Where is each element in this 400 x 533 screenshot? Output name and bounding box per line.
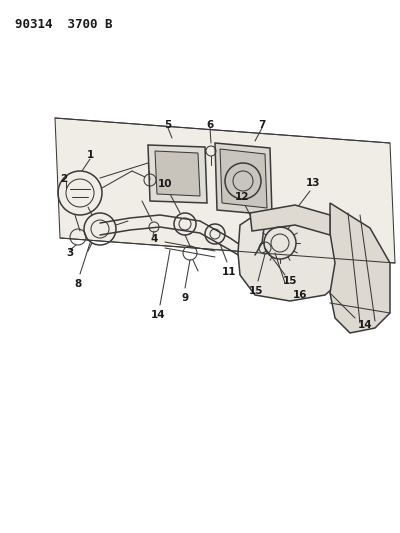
Text: 8: 8 [74, 279, 82, 289]
Text: 4: 4 [150, 234, 158, 244]
Text: 7: 7 [258, 120, 266, 130]
Polygon shape [330, 203, 390, 333]
Text: 6: 6 [206, 120, 214, 130]
Text: 14: 14 [358, 320, 372, 330]
Polygon shape [55, 118, 395, 263]
Text: 10: 10 [158, 179, 172, 189]
Polygon shape [148, 145, 207, 203]
Text: 1: 1 [86, 150, 94, 160]
Text: 5: 5 [164, 120, 172, 130]
Text: 11: 11 [222, 267, 236, 277]
Text: 14: 14 [151, 310, 165, 320]
Text: 90314  3700 B: 90314 3700 B [15, 18, 112, 31]
Text: 9: 9 [182, 293, 188, 303]
Text: 12: 12 [235, 192, 249, 202]
Text: 16: 16 [293, 290, 307, 300]
Polygon shape [250, 205, 330, 235]
Text: 3: 3 [66, 248, 74, 258]
Text: 13: 13 [306, 178, 320, 188]
Polygon shape [155, 151, 200, 196]
Polygon shape [238, 213, 345, 301]
Polygon shape [220, 149, 267, 208]
Text: 2: 2 [60, 174, 68, 184]
Polygon shape [215, 143, 272, 215]
Text: 15: 15 [283, 276, 297, 286]
Text: 15: 15 [249, 286, 263, 296]
